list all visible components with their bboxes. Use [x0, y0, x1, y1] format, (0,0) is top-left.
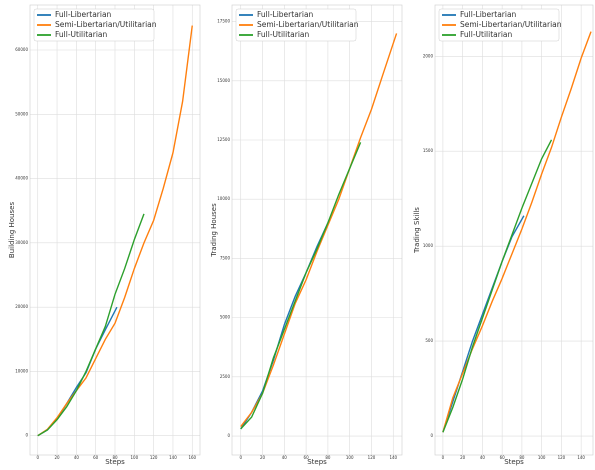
y-axis-label: Building Houses [8, 202, 16, 259]
x-tick-label: 0 [239, 455, 242, 460]
y-tick-label: 60000 [15, 47, 28, 52]
x-tick-label: 120 [150, 455, 158, 460]
x-tick-label: 20 [260, 455, 266, 460]
legend-label: Semi-Libertarian/Utilitarian [257, 20, 359, 29]
x-tick-label: 40 [282, 455, 288, 460]
x-tick-label: 60 [93, 455, 99, 460]
series-line [37, 213, 145, 437]
x-tick-label: 80 [519, 455, 525, 460]
y-tick-label: 7500 [220, 255, 231, 260]
x-tick-label: 140 [577, 455, 585, 460]
x-tick-label: 60 [500, 455, 506, 460]
y-tick-label: 10000 [217, 196, 230, 201]
x-axis-label: Steps [105, 458, 125, 466]
x-tick-label: 140 [169, 455, 177, 460]
y-tick-label: 10000 [15, 368, 28, 373]
legend-box [33, 8, 155, 42]
x-tick-label: 80 [325, 455, 331, 460]
y-tick-label: 30000 [15, 240, 28, 245]
y-tick-label: 5000 [220, 315, 231, 320]
y-tick-label: 15000 [217, 78, 230, 83]
x-tick-label: 100 [346, 455, 354, 460]
legend-label: Semi-Libertarian/Utilitarian [55, 20, 157, 29]
y-tick-label: 20000 [15, 304, 28, 309]
x-tick-label: 80 [112, 455, 118, 460]
x-tick-label: 120 [558, 455, 566, 460]
x-axis-label: Steps [504, 458, 524, 466]
x-tick-label: 0 [36, 455, 39, 460]
plot-frame [231, 4, 403, 456]
y-tick-label: 0 [430, 433, 433, 438]
series-line [240, 142, 362, 430]
y-axis-label: Trading Skills [413, 207, 421, 254]
legend-label: Full-Libertarian [257, 10, 314, 19]
y-tick-label: 0 [25, 433, 28, 438]
y-tick-label: 17500 [217, 19, 230, 24]
x-tick-label: 0 [442, 455, 445, 460]
series-line [240, 33, 398, 428]
y-tick-label: 50000 [15, 111, 28, 116]
y-axis-label: Trading Houses [210, 203, 218, 258]
plot-frame [29, 4, 201, 456]
y-tick-label: 1000 [423, 243, 434, 248]
y-tick-label: 500 [425, 338, 433, 343]
x-tick-label: 40 [74, 455, 80, 460]
x-tick-label: 60 [304, 455, 310, 460]
y-tick-label: 2000 [423, 53, 434, 58]
legend-label: Full-Libertarian [460, 10, 517, 19]
x-tick-label: 100 [538, 455, 546, 460]
plot-frame [434, 4, 594, 456]
legend-label: Semi-Libertarian/Utilitarian [460, 20, 562, 29]
x-tick-label: 20 [460, 455, 466, 460]
y-tick-label: 2500 [220, 374, 231, 379]
series-line [37, 25, 193, 437]
x-tick-label: 100 [130, 455, 138, 460]
legend-box [235, 8, 357, 42]
legend-label: Full-Libertarian [55, 10, 112, 19]
legend-label: Full-Utilitarian [55, 30, 108, 39]
legend-label: Full-Utilitarian [257, 30, 310, 39]
y-tick-label: 0 [227, 433, 230, 438]
y-tick-label: 1500 [423, 148, 434, 153]
legend-box [438, 8, 560, 42]
series-line [442, 139, 553, 433]
x-tick-label: 140 [389, 455, 397, 460]
x-tick-label: 40 [480, 455, 486, 460]
y-tick-label: 40000 [15, 176, 28, 181]
x-tick-label: 20 [54, 455, 60, 460]
legend-label: Full-Utilitarian [460, 30, 513, 39]
x-tick-label: 160 [188, 455, 196, 460]
x-axis-label: Steps [307, 458, 327, 466]
y-tick-label: 12500 [217, 137, 230, 142]
x-tick-label: 120 [368, 455, 376, 460]
